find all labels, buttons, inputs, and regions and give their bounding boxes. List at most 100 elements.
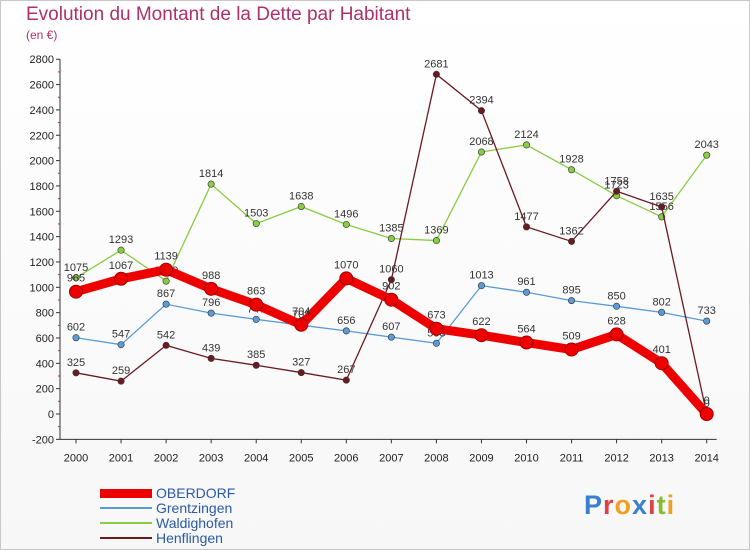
point-henflingen	[252, 361, 260, 369]
x-tick-label: 2004	[244, 452, 268, 464]
data-label-henflingen: 2681	[424, 58, 448, 70]
point-grentzingen	[568, 297, 576, 305]
point-henflingen	[387, 276, 395, 284]
x-tick-label: 2008	[424, 452, 448, 464]
data-label-waldighofen: 1723	[604, 180, 628, 192]
x-tick-label: 2000	[64, 452, 88, 464]
data-label-waldighofen: 1496	[334, 208, 358, 220]
point-oberdorf	[564, 342, 579, 357]
y-tick-label: 2200	[30, 130, 54, 142]
x-tick-label: 2005	[289, 452, 313, 464]
legend-label: Waldighofen	[156, 515, 234, 531]
point-waldighofen	[703, 151, 711, 159]
point-henflingen	[568, 237, 576, 245]
point-oberdorf	[654, 356, 669, 371]
y-tick-label: 400	[36, 358, 54, 370]
point-oberdorf	[519, 335, 534, 350]
point-grentzingen	[477, 282, 485, 290]
point-grentzingen	[162, 300, 170, 308]
point-grentzingen	[658, 308, 666, 316]
legend-swatch	[100, 489, 152, 498]
y-tick-label: 200	[36, 384, 54, 396]
data-label-waldighofen: 1075	[64, 262, 88, 274]
logo-letter: P	[584, 490, 604, 520]
point-henflingen	[342, 376, 350, 384]
x-tick-label: 2007	[379, 452, 403, 464]
point-grentzingen	[703, 317, 711, 325]
x-tick-label: 2009	[469, 452, 493, 464]
data-label-oberdorf: 1070	[334, 259, 358, 271]
data-label-grentzingen: 802	[652, 296, 670, 308]
point-grentzingen	[207, 309, 215, 317]
y-tick-label: 1200	[30, 257, 54, 269]
point-henflingen	[432, 70, 440, 78]
y-tick-label: -200	[32, 434, 54, 446]
data-label-waldighofen: 1638	[289, 190, 313, 202]
data-label-oberdorf: 628	[607, 315, 625, 327]
legend-swatch	[100, 507, 152, 509]
logo-letter: t	[656, 490, 667, 520]
point-henflingen	[297, 369, 305, 377]
data-label-henflingen: 1060	[379, 264, 403, 276]
y-tick-label: 0	[48, 409, 54, 421]
y-tick-label: 600	[36, 333, 54, 345]
point-oberdorf	[474, 328, 489, 343]
data-label-waldighofen: 2124	[514, 129, 538, 141]
series-line-henflingen	[75, 73, 708, 415]
data-label-oberdorf: 902	[382, 281, 400, 293]
data-label-oberdorf: 673	[427, 310, 445, 322]
point-oberdorf	[114, 271, 129, 286]
data-label-henflingen: 259	[112, 365, 130, 377]
point-waldighofen	[117, 246, 125, 254]
x-tick-label: 2010	[514, 452, 538, 464]
chart-title: Evolution du Montant de la Dette par Hab…	[26, 4, 411, 25]
legend-label: Henflingen	[156, 530, 223, 546]
point-waldighofen	[432, 237, 440, 245]
x-tick-label: 2002	[154, 452, 178, 464]
data-label-grentzingen: 656	[337, 315, 355, 327]
y-tick-label: 1400	[30, 232, 54, 244]
point-waldighofen	[477, 148, 485, 156]
data-label-henflingen: 1477	[514, 211, 538, 223]
data-label-grentzingen: 850	[607, 290, 625, 302]
legend-swatch	[100, 537, 152, 539]
data-label-oberdorf: 704	[292, 306, 310, 318]
data-label-oberdorf: 1139	[154, 251, 178, 263]
data-label-henflingen: 327	[292, 357, 310, 369]
point-waldighofen	[387, 235, 395, 243]
point-waldighofen	[297, 202, 305, 210]
point-waldighofen	[252, 220, 260, 228]
point-oberdorf	[249, 297, 264, 312]
logo-letter: o	[614, 490, 633, 520]
data-label-waldighofen: 1369	[424, 225, 448, 237]
point-oberdorf	[699, 407, 714, 421]
x-tick-label: 2001	[109, 452, 133, 464]
point-grentzingen	[522, 288, 530, 296]
point-henflingen	[613, 187, 621, 195]
data-label-oberdorf: 509	[562, 331, 580, 343]
y-tick-label: 2400	[30, 105, 54, 117]
point-grentzingen	[432, 339, 440, 347]
legend-label: OBERDORF	[156, 485, 236, 501]
point-oberdorf	[384, 292, 399, 307]
chart-subtitle: (en €)	[26, 28, 58, 42]
point-waldighofen	[207, 180, 215, 188]
data-label-grentzingen: 796	[202, 297, 220, 309]
y-tick-label: 1000	[30, 282, 54, 294]
data-label-oberdorf: 564	[517, 324, 535, 336]
x-tick-label: 2003	[199, 452, 223, 464]
logo-letter: x	[632, 490, 649, 520]
data-label-grentzingen: 733	[698, 305, 716, 317]
point-henflingen	[72, 369, 80, 377]
legend-swatch	[100, 522, 152, 524]
point-grentzingen	[72, 334, 80, 342]
data-label-grentzingen: 867	[157, 288, 175, 300]
point-henflingen	[117, 377, 125, 385]
legend-label: Grentzingen	[156, 500, 233, 516]
point-waldighofen	[522, 141, 530, 149]
data-label-waldighofen: 2068	[469, 136, 493, 148]
data-label-henflingen: 267	[337, 364, 355, 376]
data-label-waldighofen: 1385	[379, 223, 403, 235]
point-oberdorf	[339, 271, 354, 286]
